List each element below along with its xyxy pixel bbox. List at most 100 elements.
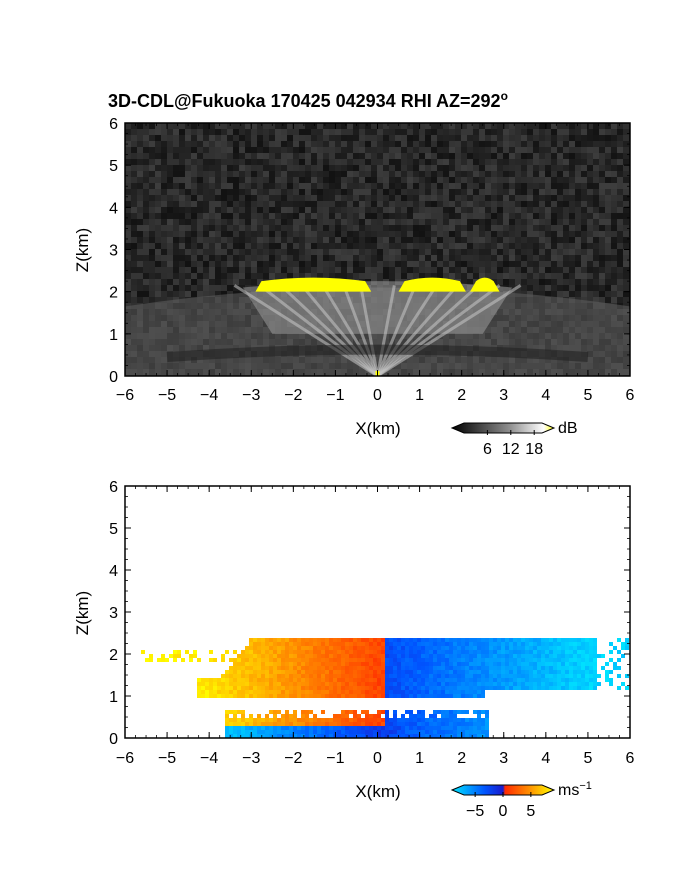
reflectivity-noise-cell [209,153,215,159]
velocity-cell [365,646,369,650]
reflectivity-noise-cell [251,141,257,147]
velocity-cell [309,726,313,730]
reflectivity-noise-cell [551,201,557,207]
velocity-cell [341,658,345,662]
reflectivity-noise-cell [185,279,191,285]
velocity-cell [385,722,389,726]
velocity-cell [381,658,385,662]
reflectivity-noise-cell [323,195,329,201]
reflectivity-noise-cell [221,153,227,159]
reflectivity-noise-cell [479,201,485,207]
reflectivity-noise-cell [239,201,245,207]
reflectivity-noise-cell [245,249,251,255]
reflectivity-noise-cell [539,159,545,165]
reflectivity-noise-cell [167,279,173,285]
velocity-cell [417,722,421,726]
reflectivity-noise-cell [131,273,137,279]
velocity-cell [373,670,377,674]
reflectivity-noise-cell [545,141,551,147]
reflectivity-noise-cell [161,171,167,177]
reflectivity-noise-cell [311,201,317,207]
velocity-cell [257,678,261,682]
velocity-cell [261,646,265,650]
reflectivity-noise-cell [329,153,335,159]
reflectivity-noise-cell [347,201,353,207]
reflectivity-noise-cell [341,165,347,171]
reflectivity-noise-cell [377,207,383,213]
reflectivity-dark-band [166,344,589,363]
velocity-cell [333,694,337,698]
velocity-cell [329,638,333,642]
reflectivity-noise-cell [575,249,581,255]
reflectivity-beam [279,284,379,376]
reflectivity-noise-cell [491,231,497,237]
reflectivity-noise-cell [353,219,359,225]
reflectivity-noise-cell [179,237,185,243]
reflectivity-beam [376,285,396,376]
reflectivity-noise-cell [515,195,521,201]
velocity-cell [377,726,381,730]
reflectivity-xtick-label: −6 [116,387,134,404]
reflectivity-noise-cell [623,153,629,159]
reflectivity-noise-cell [425,267,431,273]
reflectivity-noise-cell [167,153,173,159]
velocity-cell [309,710,313,714]
velocity-cell [221,658,225,662]
velocity-cell [325,654,329,658]
reflectivity-noise-cell [611,243,617,249]
reflectivity-noise-cell [521,159,527,165]
reflectivity-noise-cell [461,255,467,261]
reflectivity-noise-cell [161,225,167,231]
reflectivity-noise-cell [413,273,419,279]
reflectivity-noise-cell [515,255,521,261]
velocity-cell [265,690,269,694]
reflectivity-noise-cell [371,123,377,129]
reflectivity-noise-cell [509,219,515,225]
reflectivity-noise-cell [401,123,407,129]
velocity-cell [393,662,397,666]
velocity-cell [389,650,393,654]
velocity-cell [281,642,285,646]
reflectivity-beam [376,284,501,376]
reflectivity-noise-cell [617,291,623,297]
reflectivity-noise-cell [137,183,143,189]
velocity-cell [377,662,381,666]
reflectivity-noise-cell [227,129,233,135]
reflectivity-noise-cell [341,123,347,129]
velocity-cell [305,658,309,662]
velocity-cell [293,642,297,646]
reflectivity-noise-cell [251,153,257,159]
reflectivity-noise-cell [545,165,551,171]
velocity-cell [405,658,409,662]
reflectivity-noise-cell [491,267,497,273]
reflectivity-noise-cell [317,231,323,237]
reflectivity-noise-cell [413,177,419,183]
reflectivity-noise-cell [281,165,287,171]
reflectivity-noise-cell [167,165,173,171]
reflectivity-noise-cell [185,213,191,219]
reflectivity-noise-cell [233,225,239,231]
velocity-cell [305,638,309,642]
reflectivity-noise-cell [281,129,287,135]
velocity-cell [205,686,209,690]
reflectivity-noise-cell [389,189,395,195]
velocity-cell [397,674,401,678]
velocity-cell [393,686,397,690]
reflectivity-noise-cell [623,165,629,171]
velocity-cell [321,658,325,662]
velocity-cell [385,718,389,722]
reflectivity-noise-cell [269,213,275,219]
velocity-cell [317,638,321,642]
velocity-cell [353,658,357,662]
reflectivity-noise-cell [251,225,257,231]
velocity-cell [405,690,409,694]
reflectivity-noise-cell [353,153,359,159]
velocity-cell [233,658,237,662]
reflectivity-noise-cell [599,255,605,261]
velocity-cell [245,662,249,666]
reflectivity-noise-cell [305,147,311,153]
reflectivity-noise-cell [353,195,359,201]
velocity-cell [289,714,293,718]
reflectivity-noise-cell [557,261,563,267]
